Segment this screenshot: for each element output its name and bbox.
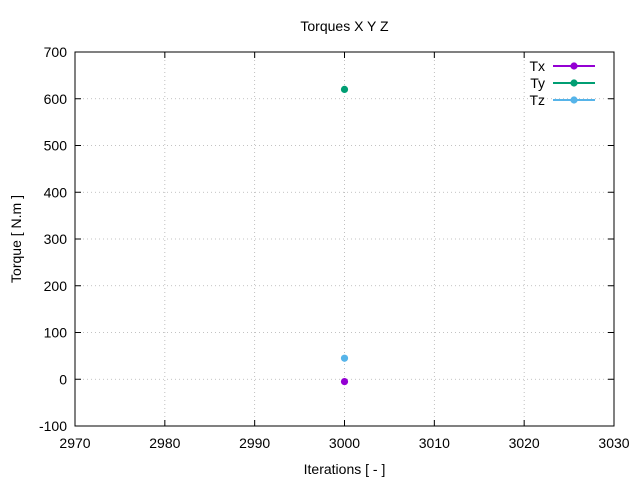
tick-labels: 2970 2980 2990 3000 3010 3020 3030 -100 0 100 200 3… xyxy=(39,44,630,451)
plot-frame xyxy=(74,51,615,427)
y-tick-label: 200 xyxy=(44,278,68,294)
legend-label-tx: Tx xyxy=(529,58,545,74)
legend-marker-tz xyxy=(570,96,578,104)
y-tick-label: -100 xyxy=(39,418,67,434)
y-tick-label: 100 xyxy=(44,325,68,341)
chart-title: Torques X Y Z xyxy=(300,18,389,34)
y-tick-label: 600 xyxy=(44,91,68,107)
data-point-tz xyxy=(340,354,349,362)
y-tick-label: 700 xyxy=(44,44,68,60)
data-point-ty xyxy=(340,85,349,93)
legend-label-ty: Ty xyxy=(530,75,545,91)
x-tick-label: 3010 xyxy=(419,435,450,451)
x-tick-label: 2970 xyxy=(59,435,90,451)
legend-label-tz: Tz xyxy=(529,92,545,108)
data-point-tx xyxy=(340,377,349,386)
y-tick-label: 500 xyxy=(44,138,68,154)
data-points xyxy=(340,85,349,386)
grid xyxy=(75,52,614,426)
legend-marker-tx xyxy=(570,62,578,70)
y-tick-label: 0 xyxy=(59,371,67,387)
y-tick-label: 300 xyxy=(44,231,68,247)
x-tick-label: 3030 xyxy=(598,435,629,451)
x-tick-label: 2980 xyxy=(149,435,180,451)
x-axis-title: Iterations [ - ] xyxy=(304,461,386,477)
x-tick-label: 3000 xyxy=(329,435,360,451)
legend-marker-ty xyxy=(570,79,578,87)
y-tick-label: 400 xyxy=(44,184,68,200)
y-axis-title: Torque [ N.m ] xyxy=(8,195,24,283)
x-tick-label: 2990 xyxy=(239,435,270,451)
x-tick-label: 3020 xyxy=(509,435,540,451)
